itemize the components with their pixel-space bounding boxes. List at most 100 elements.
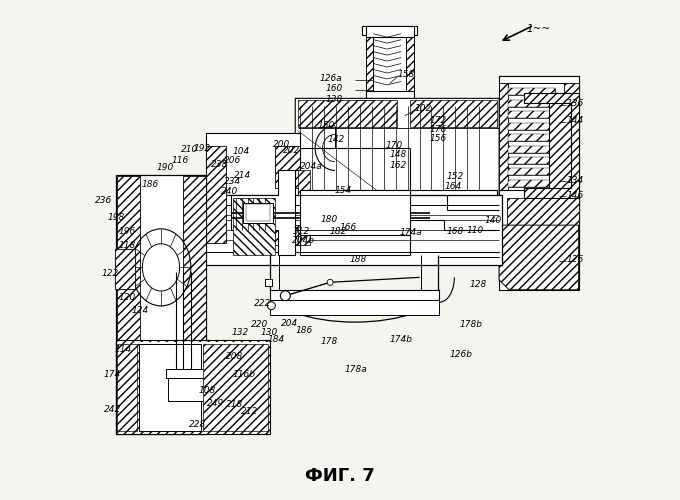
Text: 150: 150 xyxy=(318,121,335,130)
Text: 130: 130 xyxy=(260,328,278,336)
Bar xyxy=(507,84,571,158)
Polygon shape xyxy=(549,101,579,190)
Text: 166: 166 xyxy=(340,223,357,232)
Text: 152: 152 xyxy=(447,172,464,181)
Bar xyxy=(184,176,206,432)
Polygon shape xyxy=(499,76,579,280)
Bar xyxy=(243,203,273,222)
Text: 124: 124 xyxy=(131,306,148,315)
Text: 174: 174 xyxy=(104,370,121,379)
Bar xyxy=(203,344,268,432)
Bar xyxy=(409,100,496,127)
Text: 108: 108 xyxy=(199,386,216,394)
Bar xyxy=(508,192,556,198)
Bar xyxy=(508,214,556,221)
Text: 196: 196 xyxy=(119,226,136,235)
Text: 198: 198 xyxy=(108,213,125,222)
Text: 188: 188 xyxy=(350,256,367,264)
Bar xyxy=(139,342,268,432)
Text: 116: 116 xyxy=(171,156,188,165)
Text: 162: 162 xyxy=(390,161,407,170)
Bar xyxy=(298,190,496,222)
Text: 192: 192 xyxy=(194,144,211,152)
Bar xyxy=(163,196,502,265)
Text: 128: 128 xyxy=(469,280,486,289)
Bar xyxy=(166,370,214,378)
Text: 156: 156 xyxy=(430,134,447,143)
Bar xyxy=(508,168,556,175)
Text: 190: 190 xyxy=(156,164,173,172)
Bar xyxy=(366,26,373,91)
Text: 138: 138 xyxy=(325,95,343,104)
Polygon shape xyxy=(116,340,271,434)
Text: 214: 214 xyxy=(234,171,252,180)
Text: 1~~: 1~~ xyxy=(526,24,551,34)
Text: 160: 160 xyxy=(325,84,343,93)
Polygon shape xyxy=(524,94,579,198)
Text: 126: 126 xyxy=(566,256,583,264)
Text: 240: 240 xyxy=(221,187,238,196)
Text: 206: 206 xyxy=(224,156,241,165)
Bar xyxy=(508,168,556,175)
Bar xyxy=(265,279,273,286)
Text: 136: 136 xyxy=(566,99,583,108)
Bar xyxy=(169,378,211,400)
Bar xyxy=(233,198,275,255)
Bar xyxy=(298,170,310,196)
Text: 126b: 126b xyxy=(449,350,473,359)
Bar xyxy=(245,204,271,221)
Text: 164: 164 xyxy=(445,182,462,191)
Polygon shape xyxy=(206,133,301,242)
Text: 144: 144 xyxy=(566,116,583,125)
Bar xyxy=(499,84,508,272)
Text: 120: 120 xyxy=(119,292,136,302)
Text: 158: 158 xyxy=(397,70,414,80)
Bar xyxy=(139,344,201,432)
Bar xyxy=(508,122,556,130)
Polygon shape xyxy=(499,190,579,290)
Text: 168: 168 xyxy=(447,226,464,235)
Circle shape xyxy=(267,302,275,310)
Text: 170: 170 xyxy=(386,141,403,150)
Bar xyxy=(373,26,406,91)
Text: 210: 210 xyxy=(181,145,199,154)
Bar xyxy=(508,180,556,187)
Text: 228: 228 xyxy=(188,420,206,428)
Bar xyxy=(362,26,417,35)
Text: 122: 122 xyxy=(101,270,119,278)
Bar xyxy=(115,249,135,289)
Text: 110: 110 xyxy=(466,226,484,234)
Bar xyxy=(298,100,397,127)
Text: 204a: 204a xyxy=(301,162,323,171)
Bar xyxy=(564,84,579,198)
Bar xyxy=(117,176,139,432)
Text: 114: 114 xyxy=(115,345,132,354)
Bar xyxy=(508,134,556,141)
Text: 148: 148 xyxy=(390,150,407,159)
Bar xyxy=(508,134,556,141)
Bar xyxy=(508,88,556,96)
Text: 118: 118 xyxy=(119,240,136,250)
Bar xyxy=(508,214,556,221)
Text: 174a: 174a xyxy=(399,228,422,237)
Bar xyxy=(508,112,556,118)
Polygon shape xyxy=(499,76,579,106)
Text: 208: 208 xyxy=(226,352,243,362)
Bar xyxy=(508,100,556,107)
Text: 172: 172 xyxy=(430,116,447,125)
Bar xyxy=(508,146,556,152)
Circle shape xyxy=(280,291,290,300)
Bar xyxy=(275,146,301,188)
Bar xyxy=(366,91,413,100)
Bar xyxy=(301,190,409,235)
Text: 104: 104 xyxy=(233,147,250,156)
Bar xyxy=(298,225,310,245)
Bar xyxy=(117,344,137,432)
Text: 178a: 178a xyxy=(345,365,368,374)
Text: 116b: 116b xyxy=(233,370,256,379)
Circle shape xyxy=(327,280,333,285)
Text: 312: 312 xyxy=(293,226,310,235)
Bar xyxy=(275,225,301,245)
Text: 178b: 178b xyxy=(459,320,482,329)
Text: 134: 134 xyxy=(566,176,583,185)
